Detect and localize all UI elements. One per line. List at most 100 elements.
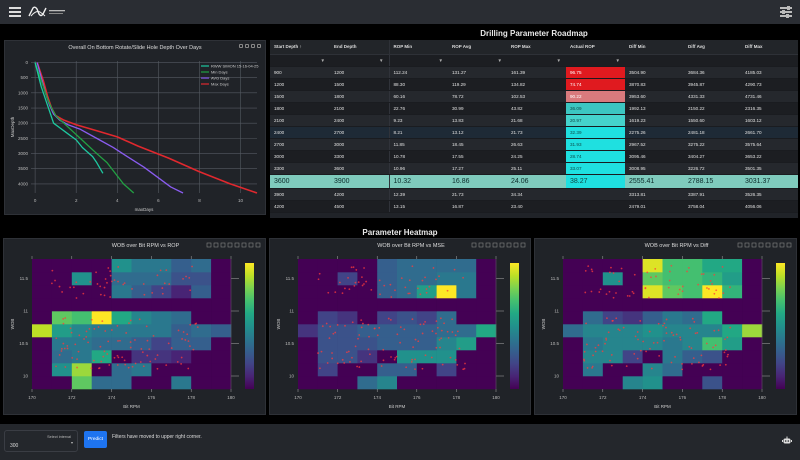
- reset-axes-icon[interactable]: [257, 44, 261, 48]
- modebar-icon[interactable]: [786, 242, 792, 248]
- column-filter-input[interactable]: [684, 54, 741, 67]
- table-row[interactable]: 3300 3600 10.96 17.27 25.11 33.07 3008.95 3226.…: [270, 162, 798, 175]
- table-row[interactable]: 3600 3900 10.32 16.86 24.06 38.27 2555.41 2788.…: [270, 174, 798, 189]
- table-row[interactable]: 2100 2400 9.23 13.83 21.68 20.97 1619.23 1550.6…: [270, 114, 798, 127]
- predict-button[interactable]: Predict: [84, 431, 107, 448]
- modebar-icon[interactable]: [772, 242, 778, 248]
- table-row[interactable]: 1200 1500 88.30 119.29 134.82 74.74 3870.83 394…: [270, 78, 798, 91]
- modebar-icon[interactable]: [485, 242, 491, 248]
- legend-item[interactable]: RWW SIMON 15-16-04-25: [211, 64, 259, 69]
- filter-icon[interactable]: ▼: [556, 57, 561, 63]
- table-row[interactable]: 1800 2100 22.76 30.99 43.82 36.09 1992.13 2150.…: [270, 102, 798, 115]
- heatmap-title: WOB over Bit RPM vs MSE: [377, 243, 445, 249]
- table-cell: 3275.22: [684, 138, 741, 151]
- series-line-0[interactable]: [34, 62, 104, 174]
- table-row[interactable]: 1500 1800 60.16 78.72 102.53 90.22 3953.60 4331…: [270, 90, 798, 103]
- heatmap-cell: [456, 298, 477, 312]
- heatmap-mse[interactable]: WOB over Bit RPM vs MSE 170 172 174 176 178 18…: [270, 239, 532, 416]
- table-row[interactable]: 4200 4500 13.15 16.87 23.40 2479.01 3758.04 405…: [270, 200, 798, 213]
- sort-asc-icon[interactable]: ↑: [299, 44, 302, 50]
- modebar-icon[interactable]: [758, 242, 764, 248]
- filter-icon[interactable]: ▼: [497, 57, 502, 63]
- modebar-icon[interactable]: [220, 242, 226, 248]
- column-filter-input[interactable]: ▼: [330, 54, 390, 67]
- robot-icon[interactable]: [782, 436, 792, 445]
- legend-item[interactable]: AVG Days: [211, 76, 229, 81]
- interval-select[interactable]: Select interval ▾ 300: [4, 430, 78, 452]
- scatter-point: [62, 322, 65, 325]
- modebar-icon[interactable]: [241, 242, 247, 248]
- hamburger-menu-icon[interactable]: [9, 7, 21, 17]
- table-row[interactable]: 3000 3300 10.78 17.55 24.25 28.74 3095.46 3404.…: [270, 150, 798, 163]
- col-rop-max[interactable]: ROP Max: [507, 40, 566, 55]
- camera-icon[interactable]: [239, 44, 243, 48]
- scatter-point: [116, 364, 119, 366]
- column-filter-input[interactable]: ▼: [270, 54, 330, 67]
- filter-icon[interactable]: ▼: [379, 57, 384, 63]
- modebar-icon[interactable]: [234, 242, 240, 248]
- modebar-icon[interactable]: [513, 242, 519, 248]
- modebar-icon[interactable]: [213, 242, 219, 248]
- modebar-icon[interactable]: [765, 242, 771, 248]
- modebar-icon[interactable]: [227, 242, 233, 248]
- column-filter-input[interactable]: [741, 54, 798, 67]
- column-filter-input[interactable]: ▼: [566, 54, 625, 67]
- modebar-icon[interactable]: [248, 242, 254, 248]
- col-diff-min[interactable]: Diff Min: [625, 40, 684, 55]
- pan-icon[interactable]: [251, 44, 255, 48]
- column-filter-input[interactable]: ▼: [448, 54, 507, 67]
- modebar-icon[interactable]: [737, 242, 743, 248]
- table-row[interactable]: 2700 3000 11.85 18.45 26.63 31.93 2967.52 3275.…: [270, 138, 798, 151]
- table-row[interactable]: 900 1200 112.24 131.27 161.39 96.75 3504.90 368…: [270, 66, 798, 79]
- scatter-point: [727, 353, 729, 356]
- x-tick-label: 10: [238, 198, 244, 203]
- depth-chart[interactable]: 0 500 1000 1500 2000 2500 3000 3500 4000 0 2 4 6 8 10 m…: [5, 41, 267, 216]
- filter-icon[interactable]: ▼: [438, 57, 443, 63]
- col-actual-rop[interactable]: Actual ROP: [566, 40, 625, 55]
- x-tick-label: 178: [718, 395, 726, 400]
- modebar-icon[interactable]: [206, 242, 212, 248]
- col-diff-avg[interactable]: Diff Avg: [684, 40, 741, 55]
- legend-item[interactable]: Min Days: [211, 70, 228, 75]
- filter-icon[interactable]: ▼: [320, 57, 325, 63]
- scatter-point: [446, 289, 449, 292]
- filter-icon[interactable]: ▼: [615, 57, 620, 63]
- heatmap-cell: [682, 298, 703, 312]
- series-line-3[interactable]: [36, 62, 258, 194]
- heatmap-rop[interactable]: WOB over Bit RPM vs ROP 170 172 174 176 178 18…: [4, 239, 267, 416]
- modebar-icon[interactable]: [744, 242, 750, 248]
- heatmap-diff[interactable]: WOB over Bit RPM vs Diff 170 172 174 176 178 1…: [535, 239, 798, 416]
- scatter-point: [51, 269, 54, 272]
- modebar-icon[interactable]: [506, 242, 512, 248]
- scatter-point: [376, 334, 379, 337]
- col-rop-min[interactable]: ROP Min: [389, 40, 448, 55]
- modebar-icon[interactable]: [779, 242, 785, 248]
- table-cell: 1500: [270, 90, 330, 103]
- col-diff-max[interactable]: Diff Max: [741, 40, 798, 55]
- modebar-icon[interactable]: [520, 242, 526, 248]
- table-row[interactable]: 2400 2700 8.21 13.12 21.73 32.39 2275.26 2481.1…: [270, 126, 798, 139]
- column-filter-input[interactable]: [625, 54, 684, 67]
- heatmap-cell: [171, 337, 192, 351]
- scatter-point: [332, 332, 335, 335]
- modebar-icon[interactable]: [471, 242, 477, 248]
- column-filter-input[interactable]: ▼: [507, 54, 566, 67]
- col-rop-avg[interactable]: ROP Avg: [448, 40, 507, 55]
- modebar-icon[interactable]: [499, 242, 505, 248]
- modebar-icon[interactable]: [478, 242, 484, 248]
- modebar-icon[interactable]: [255, 242, 261, 248]
- column-filter-input[interactable]: ▼: [389, 54, 448, 67]
- table-row[interactable]: 3900 4200 12.39 21.73 34.34 3313.81 3387.91 352…: [270, 188, 798, 201]
- scatter-point: [443, 322, 445, 325]
- series-line-1[interactable]: [34, 62, 135, 194]
- sliders-settings-icon[interactable]: [780, 5, 792, 17]
- col-start-depth[interactable]: Start Depth ↑: [270, 40, 330, 55]
- modebar-icon[interactable]: [751, 242, 757, 248]
- zoom-icon[interactable]: [245, 44, 249, 48]
- col-end-depth[interactable]: End Depth: [330, 40, 390, 55]
- heatmap-cell: [662, 337, 683, 351]
- legend-item[interactable]: Max Days: [211, 82, 229, 87]
- modebar-icon[interactable]: [492, 242, 498, 248]
- table-cell: 900: [270, 66, 330, 79]
- y-tick-label: 4000: [18, 181, 29, 186]
